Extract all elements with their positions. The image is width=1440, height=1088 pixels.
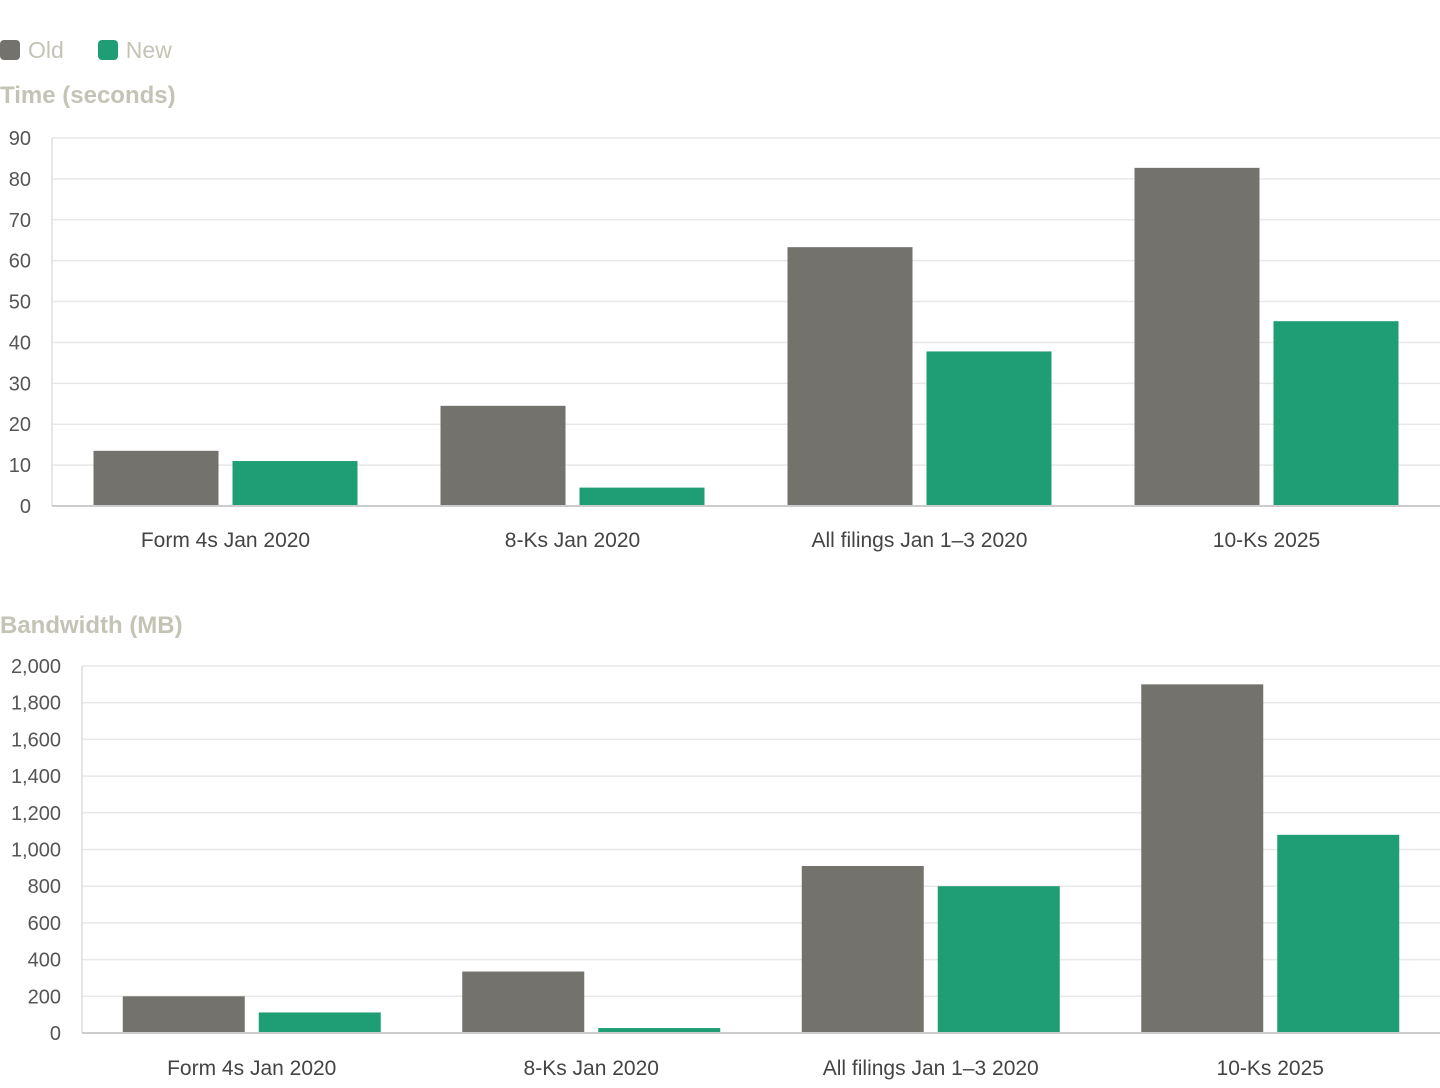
time-chart-bar-old-form-4s-jan-2020[interactable] [93,450,219,505]
time-chart-y-tick-label: 90 [9,128,31,150]
bandwidth-chart-x-tick-label: All filings Jan 1–3 2020 [823,1057,1039,1080]
chart-legend: Old New [0,34,206,66]
time-chart-y-tick-label: 50 [9,292,31,314]
time-chart-y-tick-label: 20 [9,414,31,436]
bandwidth-chart-y-tick-label: 0 [50,1023,61,1045]
time-chart-bar-new-form-4s-jan-2020[interactable] [232,461,358,505]
time-chart-x-tick-label: 8-Ks Jan 2020 [505,529,640,552]
time-chart-y-tick-label: 30 [9,373,31,395]
time-chart-y-tick-label: 40 [9,332,31,354]
bandwidth-chart-y-tick-label: 400 [28,950,61,972]
bandwidth-chart-bar-new-8-ks-jan-2020[interactable] [598,1028,721,1032]
bandwidth-chart-bar-old-8-ks-jan-2020[interactable] [462,971,585,1032]
bandwidth-chart-y-tick-label: 1,600 [11,729,61,751]
bandwidth-chart-y-tick-label: 1,000 [11,840,61,862]
bandwidth-chart-y-tick-label: 1,400 [11,766,61,788]
time-chart-bar-old-all-filings-jan-1-3-2020[interactable] [787,247,913,505]
legend-label-old: Old [28,36,64,63]
bandwidth-chart-bar-old-all-filings-jan-1-3-2020[interactable] [801,866,924,1032]
time-chart-y-tick-label: 0 [20,496,31,518]
bandwidth-chart-bar-old-10-ks-2025[interactable] [1141,684,1264,1032]
bandwidth-chart-y-tick-label: 800 [28,876,61,898]
legend-item-old[interactable]: Old [0,37,64,64]
bandwidth-chart-y-tick-label: 1,200 [11,803,61,825]
time-chart-x-tick-label: All filings Jan 1–3 2020 [812,529,1028,552]
time-chart-y-tick-label: 70 [9,210,31,232]
time-chart: 0 10 20 30 40 50 60 70 80 90 Form 4s Jan 2020 8-Ks … [9,128,1440,552]
bandwidth-chart-bar-new-10-ks-2025[interactable] [1277,834,1400,1032]
time-chart-bar-old-10-ks-2025[interactable] [1134,167,1260,506]
time-chart-bar-old-8-ks-jan-2020[interactable] [440,405,566,505]
legend-swatch-new [97,40,118,60]
bandwidth-chart-y-tick-label: 2,000 [11,656,61,678]
time-chart-y-tick-label: 60 [9,251,31,273]
time-chart-title: Time (seconds) [0,82,176,109]
bandwidth-chart-bar-new-form-4s-jan-2020[interactable] [258,1012,381,1032]
bandwidth-chart-title: Bandwidth (MB) [0,612,183,639]
bandwidth-chart: 0 200 400 600 800 1,000 1,200 1,400 1,600 1,800 2,… [11,656,1440,1080]
bandwidth-chart-bar-new-all-filings-jan-1-3-2020[interactable] [937,886,1060,1032]
bandwidth-chart-y-tick-label: 600 [28,913,61,935]
bandwidth-chart-y-tick-label: 200 [28,986,61,1008]
time-chart-y-tick-label: 80 [9,169,31,191]
bandwidth-chart-bar-old-form-4s-jan-2020[interactable] [122,996,245,1032]
time-chart-x-tick-label: 10-Ks 2025 [1213,529,1320,552]
bandwidth-chart-x-tick-label: Form 4s Jan 2020 [167,1057,336,1080]
time-chart-x-tick-label: Form 4s Jan 2020 [141,529,310,552]
bandwidth-chart-y-tick-label: 1,800 [11,693,61,715]
bandwidth-chart-x-tick-label: 10-Ks 2025 [1217,1057,1324,1080]
time-chart-bar-new-10-ks-2025[interactable] [1273,321,1399,505]
bandwidth-chart-x-tick-label: 8-Ks Jan 2020 [524,1057,659,1080]
time-chart-bar-new-all-filings-jan-1-3-2020[interactable] [926,351,1052,505]
legend-item-new[interactable]: New [97,36,172,64]
time-chart-bar-new-8-ks-jan-2020[interactable] [579,487,705,505]
time-chart-y-tick-label: 10 [9,455,31,477]
legend-label-new: New [125,36,172,63]
legend-swatch-old [0,40,20,60]
